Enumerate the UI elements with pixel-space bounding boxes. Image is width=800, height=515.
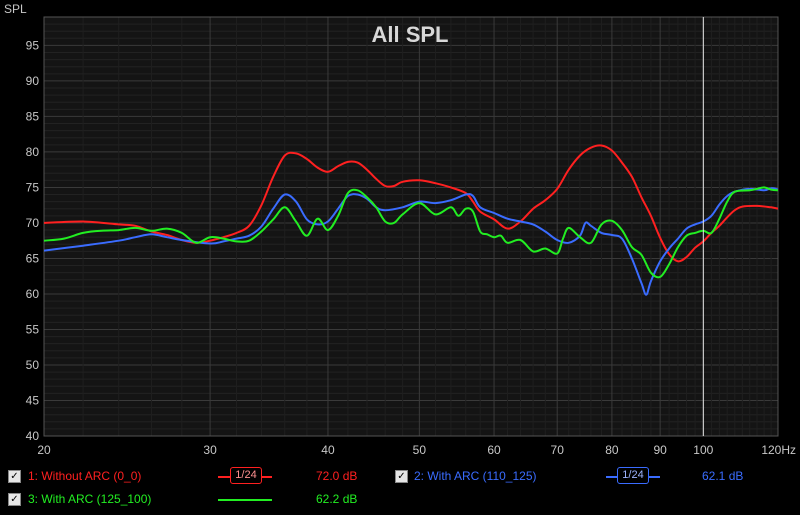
y-axis-label: SPL bbox=[4, 2, 27, 16]
series-2-checkbox[interactable]: ✓ bbox=[395, 470, 408, 483]
y-tick-label: 55 bbox=[26, 322, 40, 336]
y-tick-label: 80 bbox=[26, 145, 40, 159]
legend-row-2: ✓ 3: With ARC (125_100) 62.2 dB bbox=[0, 491, 800, 511]
y-tick-label: 90 bbox=[26, 74, 40, 88]
y-tick-label: 65 bbox=[26, 251, 40, 265]
plot-background bbox=[44, 17, 778, 436]
series-1-readout: 72.0 dB bbox=[316, 469, 358, 483]
series-line-3 bbox=[44, 186, 778, 279]
series-1-checkbox[interactable]: ✓ bbox=[8, 470, 21, 483]
plot-border bbox=[43, 16, 779, 437]
x-tick-label: 80 bbox=[605, 443, 619, 457]
series-2-readout: 62.1 dB bbox=[702, 469, 744, 483]
x-tick-label: 60 bbox=[487, 443, 501, 457]
y-tick-label: 45 bbox=[26, 393, 40, 407]
chart-title: All SPL bbox=[371, 22, 448, 47]
y-tick-label: 50 bbox=[26, 358, 40, 372]
series-3-checkbox[interactable]: ✓ bbox=[8, 493, 21, 506]
y-tick-label: 95 bbox=[26, 38, 40, 52]
legend: ✓ 1: Without ARC (0_0) 1/24 72.0 dB ✓ 2:… bbox=[0, 462, 800, 515]
x-tick-label: 20 bbox=[37, 443, 51, 457]
series-3-label: 3: With ARC (125_100) bbox=[28, 492, 152, 506]
series-3-readout: 62.2 dB bbox=[316, 492, 358, 506]
spl-chart[interactable]: 40 45 50 55 60 65 70 75 80 85 90 95 20 30 40 50 60 70 80 90… bbox=[0, 0, 800, 462]
x-tick-label: 40 bbox=[321, 443, 335, 457]
x-tick-label: 100 bbox=[693, 443, 713, 457]
series-2-label: 2: With ARC (110_125) bbox=[414, 469, 537, 483]
y-tick-label: 85 bbox=[26, 109, 40, 123]
x-tick-label: 70 bbox=[551, 443, 565, 457]
series-line-2 bbox=[44, 187, 778, 296]
x-tick-label: 120Hz bbox=[761, 443, 796, 457]
x-tick-label: 30 bbox=[203, 443, 217, 457]
series-1-smoothing-badge[interactable]: 1/24 bbox=[230, 467, 262, 484]
x-tick-label: 90 bbox=[653, 443, 667, 457]
series-2-smoothing-badge[interactable]: 1/24 bbox=[617, 467, 649, 484]
series-line-1 bbox=[44, 144, 778, 263]
y-tick-label: 75 bbox=[26, 180, 40, 194]
y-tick-label: 70 bbox=[26, 216, 40, 230]
y-tick-label: 60 bbox=[26, 287, 40, 301]
y-tick-label: 40 bbox=[26, 429, 40, 443]
series-3-swatch bbox=[218, 499, 272, 501]
x-tick-label: 50 bbox=[413, 443, 427, 457]
spl-chart-svg[interactable]: 40 45 50 55 60 65 70 75 80 85 90 95 20 30 40 50 60 70 80 90… bbox=[0, 0, 800, 462]
series-1-label: 1: Without ARC (0_0) bbox=[28, 469, 142, 483]
legend-row-1: ✓ 1: Without ARC (0_0) 1/24 72.0 dB ✓ 2:… bbox=[0, 467, 800, 488]
